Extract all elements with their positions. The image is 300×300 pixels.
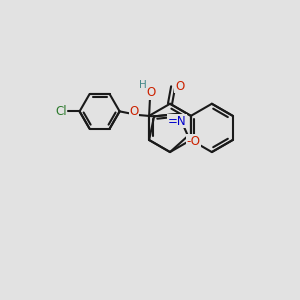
Text: O: O <box>129 105 138 118</box>
Text: Cl: Cl <box>55 105 67 118</box>
Text: H: H <box>139 80 146 90</box>
Text: O: O <box>146 86 155 100</box>
Text: =N: =N <box>167 115 186 128</box>
Text: -O: -O <box>186 135 200 148</box>
Text: O: O <box>175 80 184 93</box>
